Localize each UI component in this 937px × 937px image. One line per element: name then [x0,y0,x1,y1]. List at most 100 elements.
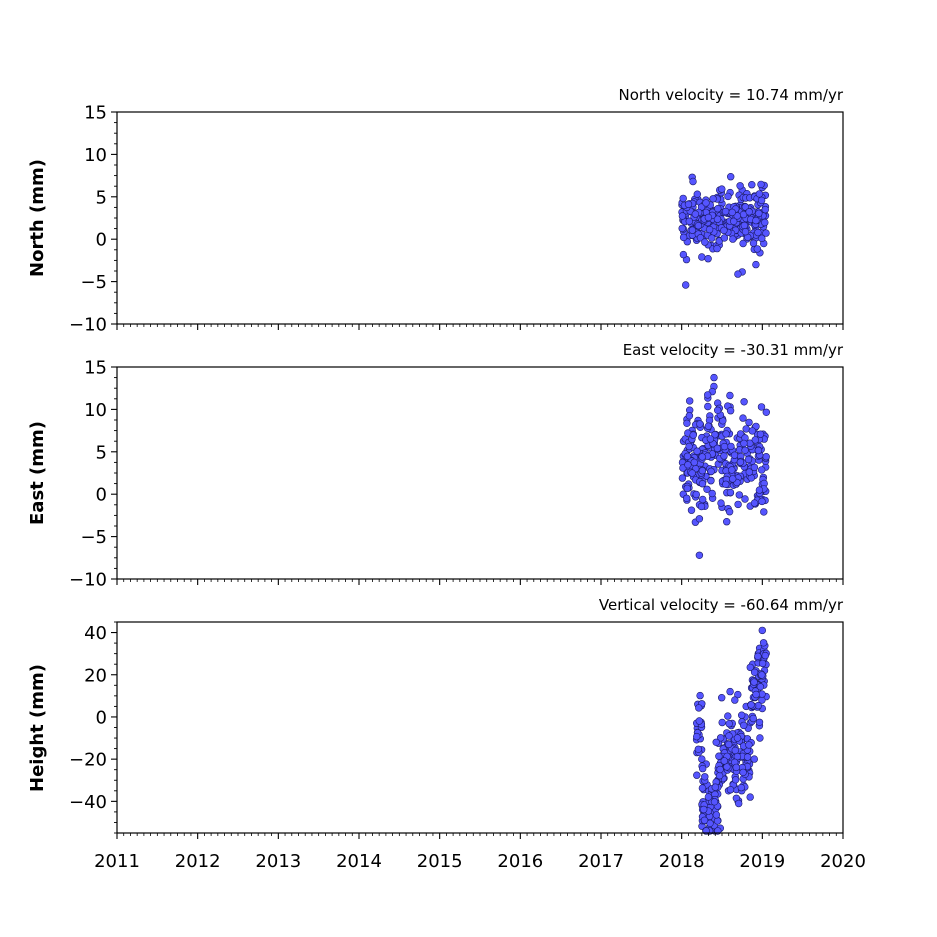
east-y-tick-label: 15 [84,358,107,379]
east-point [704,402,712,411]
north-point [678,212,687,220]
east-point [695,551,704,559]
height-point [692,732,701,741]
north-point [714,205,722,213]
north-y-tick-label: 0 [96,230,107,251]
east-point [711,431,719,439]
height-point [713,817,722,825]
height-point [725,732,733,740]
height-point [737,711,746,719]
north-point [705,225,714,234]
height-point [731,776,740,784]
height-point [756,734,764,742]
north-panel: North velocity = 10.74 mm/yr −10 −5 0 5 10 15… [27,86,844,336]
height-point [715,771,724,780]
height-point [710,798,719,806]
height-point [699,805,708,814]
north-point [762,229,770,237]
east-point [735,491,743,499]
north-point [720,226,728,235]
height-y-tick-label: −20 [69,750,107,771]
height-point [746,663,754,672]
east-point [740,398,748,406]
east-point [748,427,756,435]
north-point [729,235,737,243]
height-point [750,755,758,763]
height-point [761,651,769,660]
north-point [741,228,750,236]
east-point [736,458,745,466]
north-point [684,200,693,209]
east-point [722,480,730,488]
north-point [679,233,688,242]
east-point [685,442,693,451]
height-point [749,714,757,723]
east-point [698,467,707,475]
north-point [739,239,747,248]
height-x-tick-label: 2013 [255,851,301,872]
east-point [741,446,749,454]
height-x-tick-label: 2018 [659,851,705,872]
north-point [679,250,688,259]
height-x-tick-label: 2019 [739,851,785,872]
east-y-tick-label: 10 [84,400,107,421]
height-point [759,639,768,647]
north-point [691,210,700,218]
east-point [745,418,753,427]
height-point [725,719,733,728]
north-point [761,205,769,214]
east-point [756,430,765,438]
east-point [707,467,715,476]
east-point [695,515,704,523]
north-points [678,173,770,289]
north-point [713,215,722,223]
east-point [725,508,734,516]
east-point [704,422,713,430]
north-y-ticks: −10 −5 0 5 10 15 [69,103,117,336]
north-point [681,281,690,289]
height-x-tick-label: 2017 [578,851,624,872]
height-point [750,678,758,686]
height-point [726,785,735,794]
height-point [698,784,707,792]
height-point [731,696,739,704]
north-point [718,185,726,193]
north-point [761,218,769,227]
height-x-tick-label: 2012 [175,851,221,872]
east-point [722,517,731,526]
height-point [731,746,739,755]
north-point [741,203,750,211]
east-point [692,490,700,499]
north-point [734,270,742,278]
east-point [683,452,692,460]
east-point [683,419,691,427]
east-point [689,431,697,439]
east-point [713,444,722,453]
height-panel-title: Vertical velocity = -60.64 mm/yr [599,596,844,614]
east-y-tick-label: 5 [96,442,107,463]
east-point [757,403,766,411]
height-x-tick-label: 2015 [417,851,463,872]
east-point [762,453,770,461]
east-point [754,446,763,455]
east-point [757,466,766,474]
height-y-tick-label: 20 [84,665,107,686]
height-x-tick-label: 2011 [94,851,140,872]
east-point [742,425,750,433]
north-point [702,199,710,207]
east-point [751,436,759,444]
east-point [728,475,737,483]
north-point [757,180,765,189]
east-point [750,463,759,472]
north-point [745,208,753,216]
east-point [685,397,694,405]
north-y-tick-label: 10 [84,145,107,166]
height-point [698,764,707,773]
height-y-ticks: −40 −20 0 20 40 [69,621,117,834]
east-panel-title: East velocity = -30.31 mm/yr [623,341,844,359]
height-point [696,691,704,700]
height-point [726,687,734,696]
east-point [703,391,712,399]
east-point [726,407,735,415]
